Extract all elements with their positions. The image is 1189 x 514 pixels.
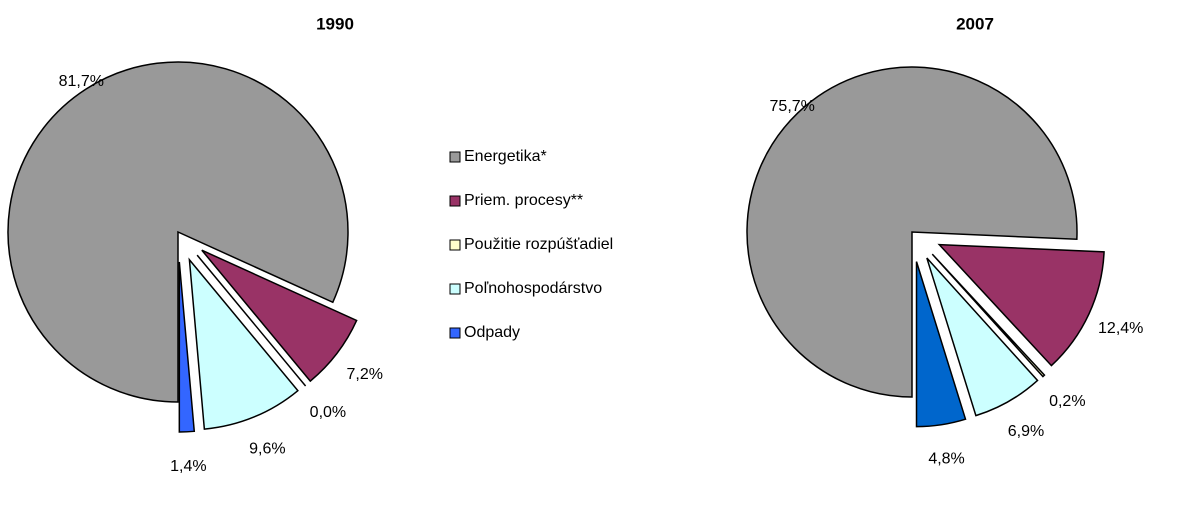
data-label: 75,7%: [770, 98, 815, 115]
data-label: 4,8%: [928, 451, 964, 468]
pie-slice: [196, 254, 307, 387]
pie-slice: [7, 61, 349, 403]
legend-swatch: [449, 283, 461, 295]
data-label: 7,2%: [346, 366, 382, 383]
pie-slice: [201, 249, 358, 383]
legend-swatch: [449, 151, 461, 163]
legend-label: Priem. procesy**: [464, 192, 583, 209]
pie-slice: [915, 261, 967, 428]
pie-slice: [188, 257, 299, 430]
data-label: 0,0%: [310, 404, 346, 421]
legend-swatch: [449, 239, 461, 251]
legend-label: Odpady: [464, 324, 520, 341]
data-label: 81,7%: [59, 73, 104, 90]
data-label: 6,9%: [1008, 423, 1044, 440]
data-label: 12,4%: [1098, 320, 1143, 337]
chart-title: 2007: [956, 14, 994, 33]
data-label: 1,4%: [170, 458, 206, 475]
data-label: 0,2%: [1049, 393, 1085, 410]
pie-slice: [178, 261, 196, 433]
legend-label: Poľnohospodárstvo: [464, 280, 602, 297]
pie-slice: [931, 253, 1046, 378]
legend-swatch: [449, 195, 461, 207]
legend-swatch: [449, 327, 461, 339]
legend-label: Použitie rozpúšťadiel: [464, 236, 613, 253]
data-label: 9,6%: [249, 441, 285, 458]
pie-slice: [937, 243, 1105, 367]
chart-title: 1990: [316, 14, 354, 33]
pie-slice: [926, 257, 1039, 417]
pie-slice: [746, 66, 1078, 398]
legend-label: Energetika*: [464, 148, 547, 165]
